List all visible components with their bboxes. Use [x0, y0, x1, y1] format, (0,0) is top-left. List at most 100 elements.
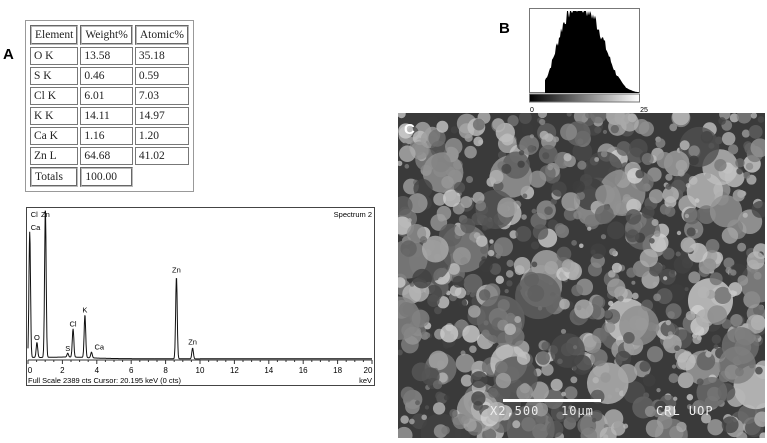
particle: [450, 126, 459, 134]
particle: [743, 171, 751, 179]
particle: [746, 314, 765, 334]
particle: [521, 214, 527, 220]
particle: [411, 362, 431, 382]
particle: [665, 183, 672, 190]
particle: [574, 299, 594, 319]
x-tick-label: 6: [129, 366, 134, 375]
particle: [702, 258, 717, 273]
particle: [725, 267, 732, 274]
particle: [478, 258, 493, 273]
particle: [611, 262, 623, 273]
particle: [437, 372, 448, 383]
particle: [428, 350, 449, 371]
table-header-row: Element Weight% Atomic%: [30, 25, 189, 45]
peak-label: Zn: [188, 337, 197, 346]
particle: [631, 292, 639, 300]
table-cell: 14.97: [134, 107, 189, 125]
particle: [737, 404, 758, 425]
particle: [600, 372, 611, 383]
table-row: O K 13.58 35.18: [30, 47, 189, 65]
particle: [501, 133, 514, 146]
table-cell: 0.46: [80, 67, 133, 85]
particle: [579, 243, 584, 249]
particle: [515, 225, 532, 242]
particle: [504, 288, 509, 294]
particle: [757, 116, 765, 123]
panel-label-b: B: [499, 20, 510, 37]
particle: [594, 157, 600, 162]
particle: [665, 173, 673, 181]
particle: [398, 277, 406, 288]
particle: [648, 189, 664, 204]
particle: [497, 203, 508, 215]
particle: [561, 192, 581, 212]
particle: [639, 248, 659, 268]
particle: [697, 286, 710, 299]
particle: [599, 427, 617, 438]
particle: [453, 181, 466, 194]
particle: [625, 209, 642, 225]
spectrum-series: [27, 210, 372, 360]
particle: [700, 131, 714, 144]
particle: [590, 243, 606, 260]
particle: [531, 241, 540, 250]
particle: [609, 248, 617, 256]
particle: [564, 386, 578, 400]
particle: [398, 123, 414, 139]
particle: [614, 113, 631, 126]
particle: [583, 335, 602, 354]
particle: [707, 305, 728, 326]
particle: [521, 122, 534, 135]
particle: [651, 218, 659, 227]
peak-label: Zn: [172, 266, 181, 275]
particle: [522, 193, 528, 199]
particle: [566, 113, 572, 117]
particle: [471, 391, 486, 406]
particle: [627, 113, 637, 123]
particle: [577, 160, 587, 170]
particle: [688, 145, 700, 157]
particle: [452, 247, 471, 266]
particle: [714, 158, 727, 172]
table-cell: 1.16: [80, 127, 133, 145]
particle: [424, 405, 430, 410]
table-cell: 14.11: [80, 107, 133, 125]
particle: [656, 151, 673, 169]
particle: [443, 394, 450, 401]
particle: [452, 275, 465, 288]
particle: [495, 275, 505, 284]
particle: [646, 346, 664, 363]
particle: [421, 235, 449, 263]
particle: [482, 225, 488, 231]
particle: [709, 195, 743, 228]
particle: [400, 240, 417, 257]
table-row: Zn L 64.68 41.02: [30, 147, 189, 165]
x-tick-label: 2: [60, 366, 65, 375]
particle: [653, 293, 662, 302]
particle: [407, 218, 412, 223]
particle: [398, 349, 403, 356]
particle: [616, 141, 632, 156]
particle: [427, 294, 440, 307]
particle: [539, 130, 549, 140]
particle: [759, 432, 765, 438]
particle: [718, 117, 726, 125]
particle: [556, 411, 565, 420]
particle: [714, 286, 732, 304]
particle: [400, 415, 409, 424]
particle: [539, 118, 546, 126]
particle: [515, 273, 562, 320]
particle: [464, 133, 473, 142]
particle: [489, 169, 504, 184]
particle: [536, 351, 550, 365]
particle: [563, 207, 577, 221]
particle: [518, 150, 525, 156]
particle: [448, 263, 460, 275]
particle: [590, 113, 607, 124]
x-tick-label: 4: [95, 366, 100, 375]
particle: [559, 298, 570, 310]
header-cell: Atomic%: [134, 25, 189, 45]
particle: [594, 205, 614, 225]
table-cell: O K: [30, 47, 79, 65]
particle: [512, 420, 521, 429]
